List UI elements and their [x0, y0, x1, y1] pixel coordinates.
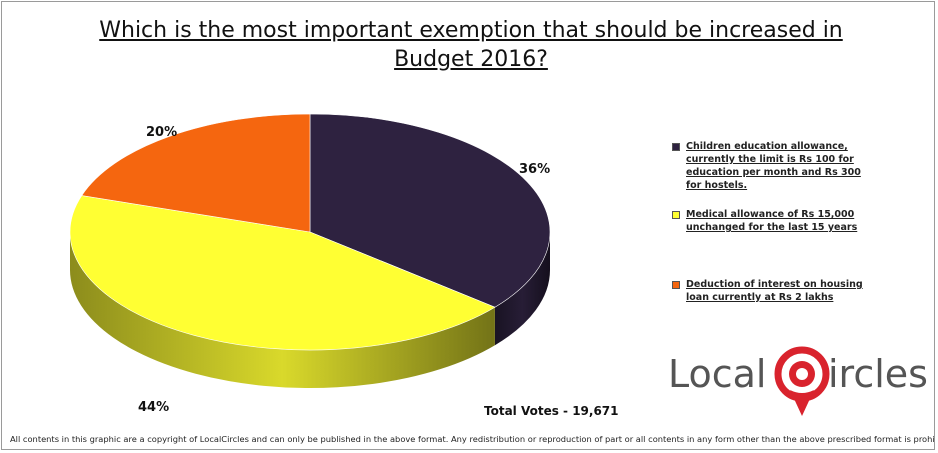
- legend-swatch: [672, 211, 680, 219]
- copyright-notice: All contents in this graphic are a copyr…: [10, 434, 934, 444]
- legend-label: Medical allowance of Rs 15,000 unchanged…: [686, 209, 858, 233]
- pie-slice-medical: [69, 195, 496, 351]
- slice-label-children-education: 36%: [519, 162, 551, 177]
- logo-pin-icon: [774, 346, 830, 416]
- legend-item-housing-loan: Deduction of interest on housing loan cu…: [672, 278, 877, 304]
- legend-item-children-education: Children education allowance, currently …: [672, 140, 877, 192]
- localcircles-logo: Local ircles: [666, 342, 936, 416]
- legend-swatch: [672, 143, 680, 151]
- total-votes: Total Votes - 19,671: [484, 404, 619, 418]
- legend-swatch: [672, 281, 680, 289]
- legend-label: Deduction of interest on housing loan cu…: [686, 279, 863, 303]
- pie-side-medical: [70, 232, 495, 389]
- chart-title: Which is the most important exemption th…: [99, 18, 843, 72]
- pie-slice-children-education: [309, 113, 551, 308]
- legend-item-medical: Medical allowance of Rs 15,000 unchanged…: [672, 208, 877, 234]
- logo-text-local: Local: [668, 352, 767, 396]
- logo-text-ircles: ircles: [828, 352, 928, 396]
- pie-side-children-education: [494, 232, 550, 346]
- pie-slice-housing-loan: [81, 113, 311, 233]
- slice-label-medical: 44%: [138, 400, 170, 415]
- slice-label-housing-loan: 20%: [146, 125, 178, 140]
- legend-label: Children education allowance, currently …: [686, 141, 861, 191]
